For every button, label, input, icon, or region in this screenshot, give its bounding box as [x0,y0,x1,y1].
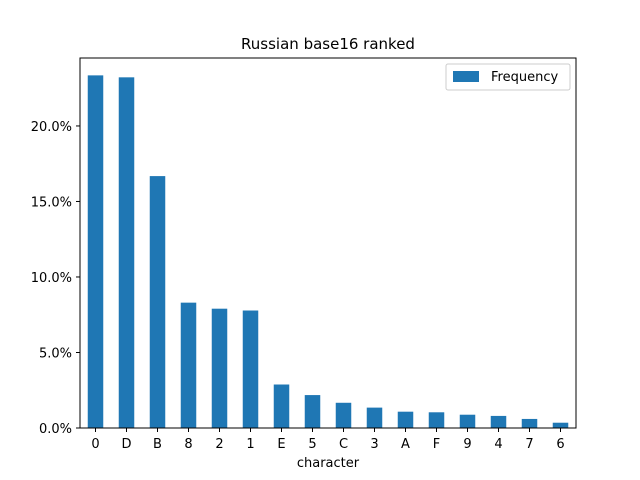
y-tick-label: 15.0% [31,195,72,210]
bar-C [335,402,352,428]
bar-7 [521,418,538,428]
x-tick-label: D [121,437,131,452]
bar-9 [459,414,476,428]
x-tick-label: A [401,437,410,452]
y-axis-ticks: 0.0% 5.0% 10.0% 15.0% 20.0% [31,120,80,437]
chart-title: Russian base16 ranked [241,35,415,53]
bars-group [87,75,569,429]
axes-frame [79,57,577,429]
y-tick-label: 0.0% [39,422,72,437]
x-tick-label: 9 [463,437,471,452]
bar-F [428,412,445,428]
x-axis-ticks: 0 D B 8 2 1 E 5 C 3 A F 9 4 7 6 [91,428,565,452]
bar-B [149,176,166,428]
y-tick-label: 5.0% [39,346,72,361]
legend: Frequency [445,63,571,91]
x-tick-label: C [339,437,348,452]
x-axis-label: character [297,456,360,471]
bar-2 [211,308,228,428]
bar-4 [490,415,507,428]
legend-swatch-frequency [453,71,479,82]
bar-E [273,384,290,428]
x-tick-label: F [433,437,440,452]
bar-1 [242,310,259,428]
legend-label-frequency: Frequency [491,70,558,85]
bar-3 [366,407,383,428]
x-tick-label: 6 [556,437,564,452]
x-tick-label: 1 [246,437,254,452]
y-tick-label: 20.0% [31,120,72,135]
y-tick-label: 10.0% [31,271,72,286]
x-tick-label: 8 [184,437,192,452]
bar-A [397,411,414,428]
x-tick-label: B [153,437,162,452]
x-tick-label: 7 [525,437,533,452]
legend-box [445,63,571,91]
bar-D [118,77,135,428]
bar-6 [552,422,569,428]
x-tick-label: 2 [215,437,223,452]
bar-8 [180,302,197,428]
x-tick-label: 4 [494,437,502,452]
x-tick-label: E [277,437,285,452]
bar-0 [87,75,104,429]
x-tick-label: 0 [91,437,99,452]
x-tick-label: 5 [308,437,316,452]
x-tick-label: 3 [370,437,378,452]
bar-5 [304,395,321,428]
